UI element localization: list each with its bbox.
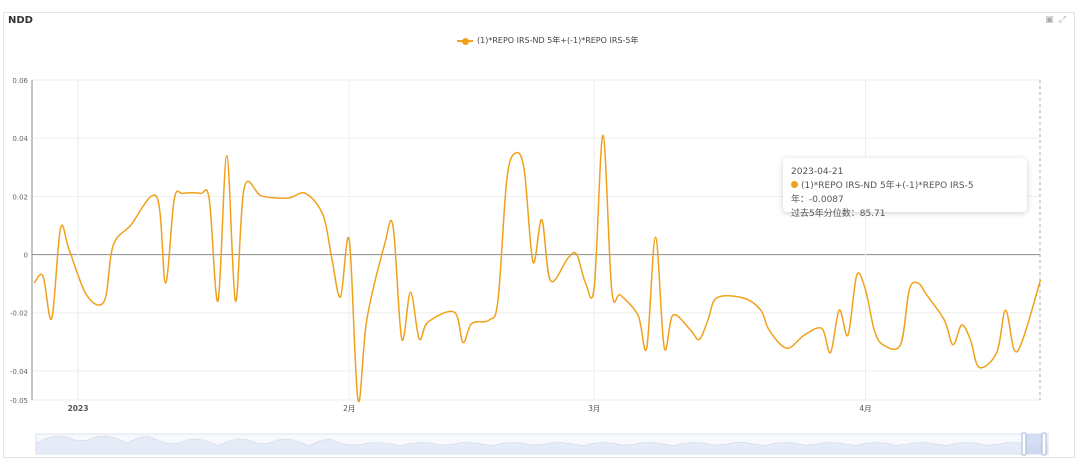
tooltip-date: 2023-04-21: [791, 167, 844, 177]
datazoom-handle-left[interactable]: [1021, 432, 1027, 456]
legend-marker-icon: [457, 37, 473, 45]
tooltip-percentile-value: 85.71: [859, 209, 886, 219]
x-tick-label: 2月: [343, 404, 355, 413]
panel-title: NDD: [8, 15, 33, 26]
tooltip-series-value: -0.0087: [809, 195, 844, 205]
tooltip-series-row: (1)*REPO IRS-ND 5年+(-1)*REPO IRS-5年：-0.0…: [791, 179, 1019, 207]
datazoom-preview: [35, 435, 1049, 455]
tooltip-series-label: (1)*REPO IRS-ND 5年+(-1)*REPO IRS-5年：: [791, 181, 974, 205]
y-tick-label: 0: [24, 252, 28, 260]
y-tick-label: 0.04: [12, 135, 28, 143]
y-tick-label: 0.06: [12, 77, 28, 85]
series-line: [33, 134, 1042, 403]
y-tick-label: -0.04: [10, 368, 29, 376]
datazoom-window[interactable]: [1024, 434, 1044, 454]
tooltip-percentile-row: 过去5年分位数：85.71: [791, 207, 1019, 221]
chart-panel: [3, 12, 1075, 458]
datazoom-handle-right[interactable]: [1041, 432, 1047, 456]
legend-label: (1)*REPO IRS-ND 5年+(-1)*REPO IRS-5年: [477, 36, 639, 45]
legend[interactable]: (1)*REPO IRS-ND 5年+(-1)*REPO IRS-5年: [457, 35, 638, 46]
y-tick-label: 0.02: [12, 193, 28, 201]
y-tick-label: -0.02: [10, 310, 28, 318]
expand-icon[interactable]: ⤢: [1058, 15, 1066, 25]
series-dot-icon: [791, 181, 798, 188]
x-tick-label: 3月: [588, 404, 600, 413]
y-tick-label: -0.05: [10, 397, 28, 405]
x-tick-label: 2023: [68, 404, 89, 413]
x-tick-label: 4月: [859, 404, 871, 413]
tooltip: 2023-04-21 (1)*REPO IRS-ND 5年+(-1)*REPO …: [783, 158, 1027, 219]
panel-tools: ▣ ⤢: [1045, 15, 1066, 25]
image-icon[interactable]: ▣: [1045, 15, 1054, 25]
tooltip-percentile-label: 过去5年分位数：: [791, 209, 860, 219]
